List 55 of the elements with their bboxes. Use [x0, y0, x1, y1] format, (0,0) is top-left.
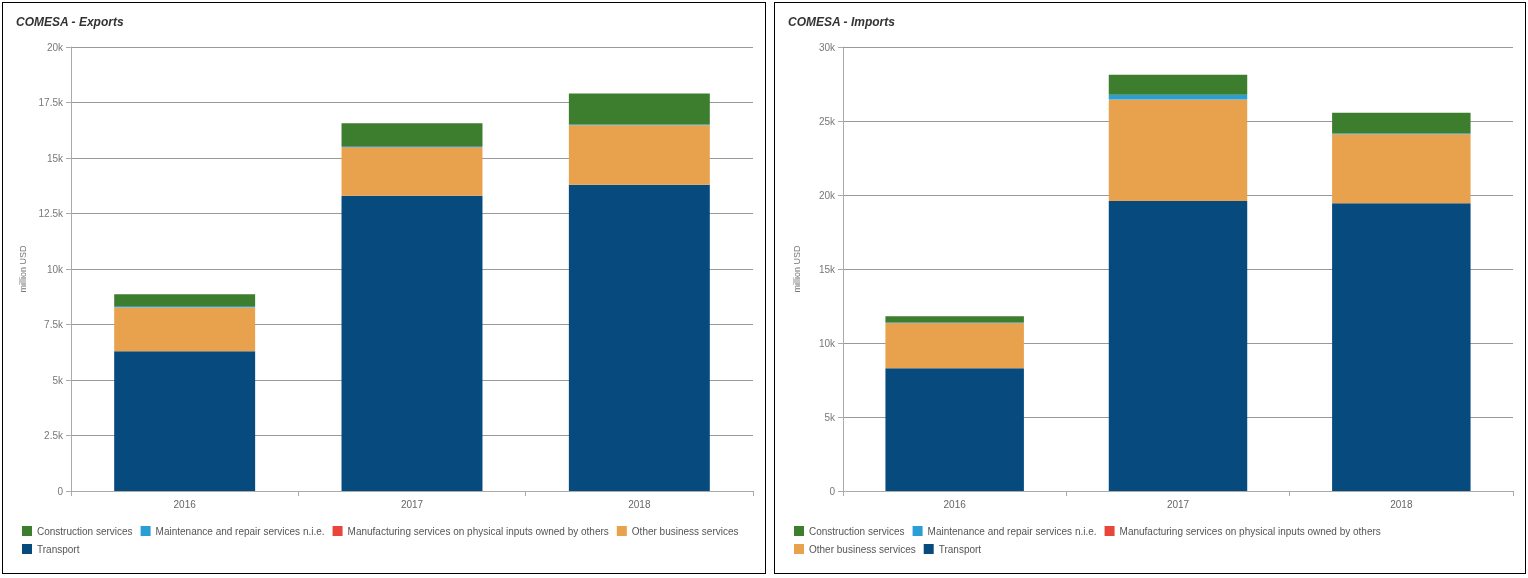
- y-tick-label: 30k: [818, 41, 836, 53]
- legend-label: Transport: [938, 543, 982, 555]
- x-tick-label: 2018: [1390, 498, 1413, 510]
- bar: [114, 294, 256, 307]
- y-tick-label: 25k: [818, 115, 836, 127]
- bar: [341, 123, 483, 147]
- bar: [1332, 112, 1471, 134]
- y-tick-label: 5k: [824, 411, 836, 423]
- bar: [114, 351, 256, 491]
- legend-label: Manufacturing services on physical inputs owned by others: [347, 525, 609, 537]
- bar: [1108, 99, 1248, 201]
- y-tick-label: 0: [829, 485, 836, 497]
- y-axis-title: million USD: [791, 245, 802, 293]
- bar: [1108, 200, 1248, 491]
- x-tick-label: 2018: [628, 498, 651, 510]
- x-tick-label: 2017: [1166, 498, 1190, 510]
- y-tick-label: 5k: [52, 374, 64, 386]
- y-tick-label: 0: [57, 485, 64, 497]
- y-axis-title: million USD: [18, 245, 29, 293]
- bar: [885, 368, 1024, 491]
- legend-label: Construction services: [37, 525, 133, 537]
- y-tick-label: 17.5k: [38, 97, 64, 108]
- y-tick-label: 15k: [818, 263, 836, 275]
- y-tick-label: 12.5k: [38, 208, 64, 219]
- x-tick-label: 2016: [173, 498, 197, 510]
- bar: [885, 323, 1024, 369]
- x-tick-label: 2016: [943, 498, 967, 510]
- legend-label: Transport: [37, 543, 80, 555]
- y-tick-label: 15k: [46, 152, 64, 164]
- legend-label: Other business services: [631, 525, 739, 537]
- legend-label: Maintenance and repair services n.i.e.: [927, 525, 1097, 537]
- bar: [1332, 134, 1471, 204]
- bar: [114, 307, 256, 352]
- legend-label: Manufacturing services on physical inputs owned by others: [1119, 525, 1381, 537]
- x-tick-label: 2017: [400, 498, 424, 510]
- bar: [1332, 203, 1471, 491]
- y-tick-label: 10k: [46, 263, 64, 275]
- y-tick-label: 10k: [818, 337, 836, 349]
- bar: [885, 316, 1024, 323]
- chart-title: COMESA - Exports: [16, 15, 124, 29]
- bar: [341, 146, 483, 196]
- bar: [1108, 74, 1248, 95]
- bar: [1108, 94, 1248, 100]
- legend-label: Construction services: [809, 525, 905, 537]
- bar: [568, 125, 710, 185]
- legend-label: Maintenance and repair services n.i.e.: [155, 525, 325, 537]
- bar: [341, 195, 483, 491]
- chart-title: COMESA - Imports: [788, 15, 896, 29]
- y-tick-label: 2.5k: [44, 430, 64, 441]
- legend-label: Other business services: [809, 543, 916, 555]
- y-tick-label: 7.5k: [44, 319, 64, 330]
- bar: [568, 93, 710, 125]
- y-tick-label: 20k: [818, 189, 836, 201]
- y-tick-label: 20k: [46, 41, 64, 53]
- bar: [568, 184, 710, 491]
